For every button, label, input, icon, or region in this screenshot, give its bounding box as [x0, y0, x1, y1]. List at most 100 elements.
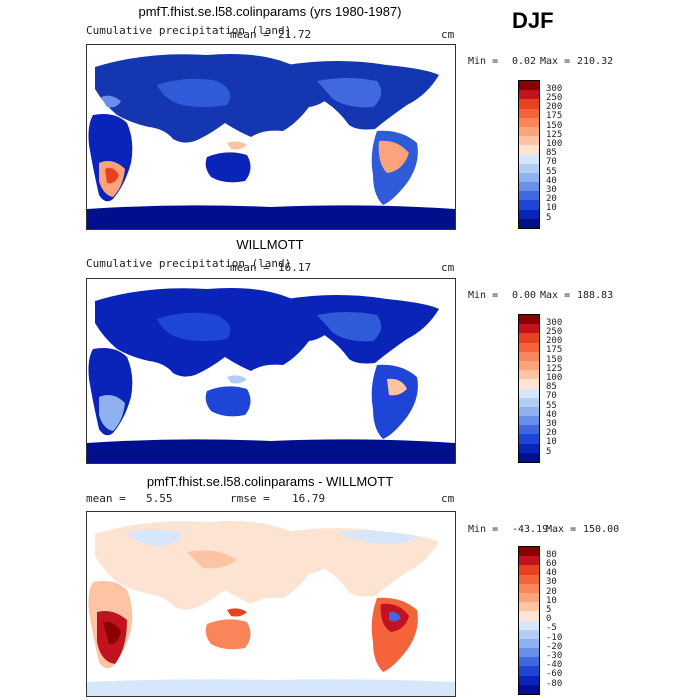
colorbar-swatch — [519, 388, 539, 398]
colorbar-tick-label: 60 — [546, 558, 557, 569]
panel1-title: pmfT.fhist.se.l58.colinparams (yrs 1980-… — [138, 4, 402, 19]
colorbar-swatch — [519, 117, 539, 127]
colorbar-tick-label: 70 — [546, 157, 557, 168]
panel2-max-value: 188.83 — [577, 290, 614, 301]
colorbar-swatch — [519, 574, 539, 584]
colorbar-tick-label: 70 — [546, 391, 557, 402]
colorbar-swatch — [519, 648, 539, 658]
colorbar-swatch — [519, 565, 539, 575]
colorbar-tick-label: 30 — [546, 577, 557, 588]
colorbar-tick-label: 55 — [546, 166, 557, 177]
panel2-subtitle: Cumulative precipitation (land) — [86, 257, 292, 270]
colorbar-swatch — [519, 163, 539, 173]
colorbar-tick-label: -60 — [546, 669, 563, 680]
panel3-min-label: Min = — [468, 524, 499, 535]
colorbar-tick-label: 40 — [546, 175, 557, 186]
panel2-mean-value: 16.17 — [278, 261, 312, 274]
colorbar-tick-label: 85 — [546, 148, 557, 159]
colorbar-tick-label: 20 — [546, 586, 557, 597]
colorbar-swatch — [519, 675, 539, 685]
panel1-mean-label: mean = — [230, 28, 270, 41]
colorbar-tick-label: 100 — [546, 372, 563, 383]
colorbar-swatch — [519, 351, 539, 361]
colorbar-swatch — [519, 333, 539, 343]
panel2-max-label: Max = — [540, 290, 571, 301]
colorbar-swatch — [519, 443, 539, 453]
colorbar-tick-label: 125 — [546, 363, 563, 374]
panel1-min-label: Min = — [468, 56, 499, 67]
panel2-colorbar — [518, 314, 540, 463]
colorbar-swatch — [519, 81, 539, 91]
panel1-max-label: Max = — [540, 56, 571, 67]
colorbar-tick-label: 150 — [546, 354, 563, 365]
colorbar-swatch — [519, 620, 539, 630]
colorbar-swatch — [519, 602, 539, 612]
colorbar-tick-label: 10 — [546, 437, 557, 448]
colorbar-tick-label: 30 — [546, 184, 557, 195]
colorbar-swatch — [519, 556, 539, 566]
panel3-mean-value: 5.55 — [146, 492, 173, 505]
panel3-rmse-label: rmse = — [230, 492, 270, 505]
colorbar-swatch — [519, 209, 539, 219]
colorbar-tick-label: 5 — [546, 212, 552, 223]
colorbar-tick-label: 0 — [546, 614, 552, 625]
colorbar-swatch — [519, 90, 539, 100]
colorbar-swatch — [519, 145, 539, 155]
panel1-subtitle: Cumulative precipitation (land) — [86, 24, 292, 37]
colorbar-swatch — [519, 547, 539, 557]
panel2-min-label: Min = — [468, 290, 499, 301]
colorbar-swatch — [519, 370, 539, 380]
colorbar-tick-label: 175 — [546, 345, 563, 356]
panel3-map — [86, 511, 456, 697]
colorbar-tick-label: 5 — [546, 604, 552, 615]
panel2-map — [86, 278, 456, 464]
panel1-min-value: 0.02 — [512, 56, 537, 67]
colorbar-swatch — [519, 315, 539, 325]
colorbar-tick-label: 85 — [546, 382, 557, 393]
panel1-colorbar — [518, 80, 540, 229]
colorbar-tick-label: 5 — [546, 446, 552, 457]
colorbar-swatch — [519, 108, 539, 118]
panel2-min-value: 0.00 — [512, 290, 537, 301]
colorbar-swatch — [519, 218, 539, 228]
colorbar-tick-label: 200 — [546, 336, 563, 347]
colorbar-swatch — [519, 397, 539, 407]
panel3-max-label: Max = — [546, 524, 577, 535]
panel3-min-value: -43.19 — [512, 524, 549, 535]
panel2-mean-label: mean = — [230, 261, 270, 274]
colorbar-tick-label: 30 — [546, 418, 557, 429]
colorbar-tick-label: 20 — [546, 428, 557, 439]
colorbar-tick-label: 40 — [546, 409, 557, 420]
panel3-units: cm — [441, 492, 455, 505]
panel1-units: cm — [441, 28, 455, 41]
colorbar-tick-label: -10 — [546, 632, 563, 643]
colorbar-tick-label: 300 — [546, 317, 563, 328]
colorbar-tick-label: 10 — [546, 595, 557, 606]
colorbar-swatch — [519, 342, 539, 352]
colorbar-tick-label: 20 — [546, 194, 557, 205]
colorbar-swatch — [519, 416, 539, 426]
colorbar-swatch — [519, 324, 539, 334]
colorbar-swatch — [519, 611, 539, 621]
colorbar-tick-label: 40 — [546, 568, 557, 579]
colorbar-swatch — [519, 172, 539, 183]
colorbar-swatch — [519, 583, 539, 593]
season-label: DJF — [512, 8, 554, 33]
panel3-rmse-value: 16.79 — [292, 492, 326, 505]
colorbar-swatch — [519, 136, 539, 146]
colorbar-tick-label: 300 — [546, 83, 563, 94]
panel1-map — [86, 44, 456, 230]
colorbar-swatch — [519, 99, 539, 109]
panel3-max-value: 150.00 — [583, 524, 620, 535]
colorbar-tick-label: -5 — [546, 623, 557, 634]
colorbar-swatch — [519, 126, 539, 137]
colorbar-swatch — [519, 200, 539, 210]
colorbar-swatch — [519, 666, 539, 676]
colorbar-swatch — [519, 684, 539, 694]
colorbar-tick-label: -30 — [546, 650, 563, 661]
colorbar-swatch — [519, 638, 539, 649]
colorbar-swatch — [519, 379, 539, 389]
colorbar-swatch — [519, 360, 539, 371]
colorbar-tick-label: 10 — [546, 203, 557, 214]
panel3-title: pmfT.fhist.se.l58.colinparams - WILLMOTT — [146, 474, 394, 489]
